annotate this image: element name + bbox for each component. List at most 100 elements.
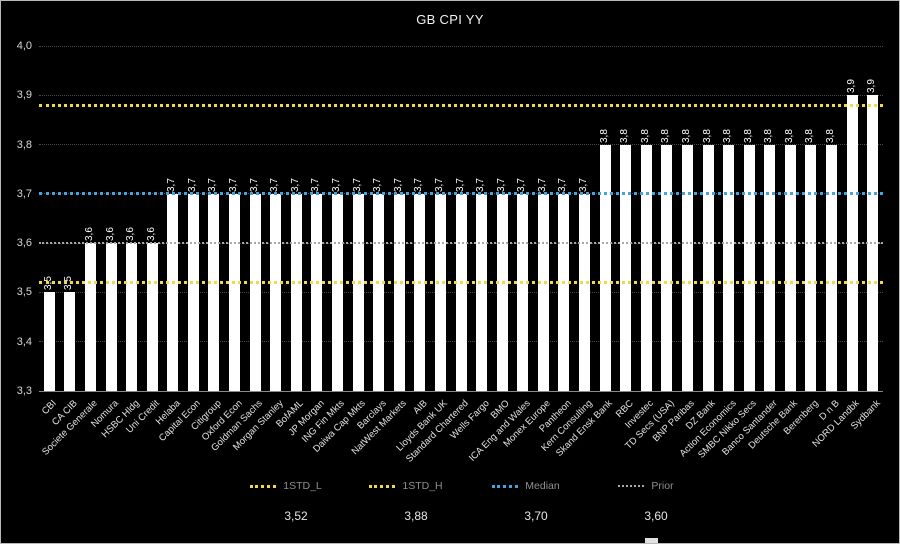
bar[interactable] <box>702 144 714 391</box>
bar[interactable] <box>640 144 652 391</box>
median-marker-icon <box>492 484 519 488</box>
bar[interactable] <box>352 193 364 391</box>
bar[interactable] <box>496 193 508 391</box>
gridline <box>39 45 883 47</box>
legend-label-1std-h: 1STD_H <box>402 480 443 492</box>
legend-item-prior[interactable]: Prior <box>586 480 706 492</box>
bar-value-label: 3,6 <box>104 227 116 242</box>
bar[interactable] <box>455 193 467 391</box>
chart-title: GB CPI YY <box>416 12 484 27</box>
legend-value-1std-h: 3,88 <box>404 509 428 523</box>
bar-value-label: 3,7 <box>228 177 240 192</box>
bar[interactable] <box>64 292 76 391</box>
bar[interactable] <box>105 243 117 391</box>
bar-value-label: 3,9 <box>866 79 878 94</box>
bar[interactable] <box>805 144 817 391</box>
bar-value-label: 3,7 <box>578 177 589 192</box>
bar[interactable] <box>579 193 590 391</box>
legend-item-1std-l[interactable]: 1STD_L <box>226 480 346 492</box>
y-tick-label: 4,0 <box>16 40 32 52</box>
bar[interactable] <box>681 144 693 391</box>
bar-value-label: 3,6 <box>145 227 157 242</box>
ref-line-prior <box>39 242 883 245</box>
bar-value-label: 3,7 <box>454 177 466 192</box>
prior-marker-icon <box>618 485 645 487</box>
gridline <box>39 94 883 96</box>
legend-values: 3,52 3,88 3,70 3,60 <box>236 509 716 523</box>
bar[interactable] <box>599 144 611 391</box>
y-tick-label: 3,7 <box>16 187 32 200</box>
bar-value-label: 3,8 <box>804 128 816 143</box>
bar[interactable] <box>126 243 138 391</box>
bar-value-label: 3,7 <box>351 177 363 192</box>
bar[interactable] <box>187 193 199 391</box>
bar-value-label: 3,8 <box>825 128 837 143</box>
bar-value-label: 3,7 <box>557 177 569 192</box>
bar-value-label: 3,8 <box>742 128 754 143</box>
bar[interactable] <box>537 193 549 391</box>
bar-value-label: 3,6 <box>83 227 95 242</box>
legend-item-1std-h[interactable]: 1STD_H <box>346 480 466 492</box>
bar[interactable] <box>620 144 632 391</box>
1std-h-marker-icon <box>369 484 396 488</box>
bar[interactable] <box>393 193 405 391</box>
bar[interactable] <box>826 144 838 391</box>
bar-value-label: 3,7 <box>289 177 301 192</box>
bar-value-label: 3,7 <box>475 177 487 192</box>
bar-value-label: 3,8 <box>680 128 692 143</box>
bar-value-label: 3,8 <box>598 128 610 143</box>
bar-value-label: 3,7 <box>516 177 528 192</box>
y-tick-label: 3,3 <box>16 385 32 397</box>
bar-value-label: 3,8 <box>619 128 631 143</box>
bar[interactable] <box>290 193 302 391</box>
bar-value-label: 3,8 <box>763 128 775 143</box>
bar[interactable] <box>476 193 488 391</box>
bar-value-label: 3,8 <box>722 128 734 143</box>
bar[interactable] <box>167 193 179 391</box>
bar[interactable] <box>661 144 673 391</box>
bar[interactable] <box>229 193 241 391</box>
legend-item-median[interactable]: Median <box>466 480 586 492</box>
bar[interactable] <box>84 243 96 391</box>
bar[interactable] <box>764 144 776 391</box>
bar-value-label: 3,7 <box>207 177 219 192</box>
ref-line-median <box>39 192 883 196</box>
bar-value-label: 3,8 <box>783 128 795 143</box>
bar-value-label: 3,5 <box>63 276 75 291</box>
bar[interactable] <box>784 144 796 391</box>
bar-value-label: 3,7 <box>372 177 384 192</box>
bar-value-label: 3,7 <box>413 177 425 192</box>
gridline <box>39 144 883 146</box>
bar-value-label: 3,9 <box>845 79 857 94</box>
1std-l-marker-icon <box>250 484 277 488</box>
x-axis-line <box>39 391 883 392</box>
ref-line-1std-h <box>39 103 883 107</box>
bar[interactable] <box>414 193 426 391</box>
bar[interactable] <box>743 144 755 391</box>
bar-value-label: 3,7 <box>392 177 404 192</box>
bar[interactable] <box>270 193 282 391</box>
bar-value-label: 3,7 <box>248 177 260 192</box>
bar[interactable] <box>311 193 323 391</box>
bar[interactable] <box>558 193 570 391</box>
cursor-artifact <box>645 538 658 543</box>
bar[interactable] <box>331 193 343 391</box>
y-tick-label: 3,5 <box>16 286 32 299</box>
bar-value-label: 3,7 <box>166 177 178 192</box>
bar[interactable] <box>146 243 158 391</box>
legend-label-1std-l: 1STD_L <box>283 480 322 492</box>
bar[interactable] <box>373 193 385 391</box>
bar[interactable] <box>723 144 735 391</box>
legend-value-prior: 3,60 <box>644 509 668 523</box>
bar-value-label: 3,8 <box>639 128 651 143</box>
bar-value-label: 3,7 <box>269 177 281 192</box>
bar-value-label: 3,8 <box>701 128 713 143</box>
bar[interactable] <box>43 292 55 391</box>
bar[interactable] <box>249 193 261 391</box>
bar[interactable] <box>517 193 529 391</box>
legend-value-1std-l: 3,52 <box>284 509 308 523</box>
bar[interactable] <box>208 193 220 391</box>
bar[interactable] <box>434 193 446 391</box>
